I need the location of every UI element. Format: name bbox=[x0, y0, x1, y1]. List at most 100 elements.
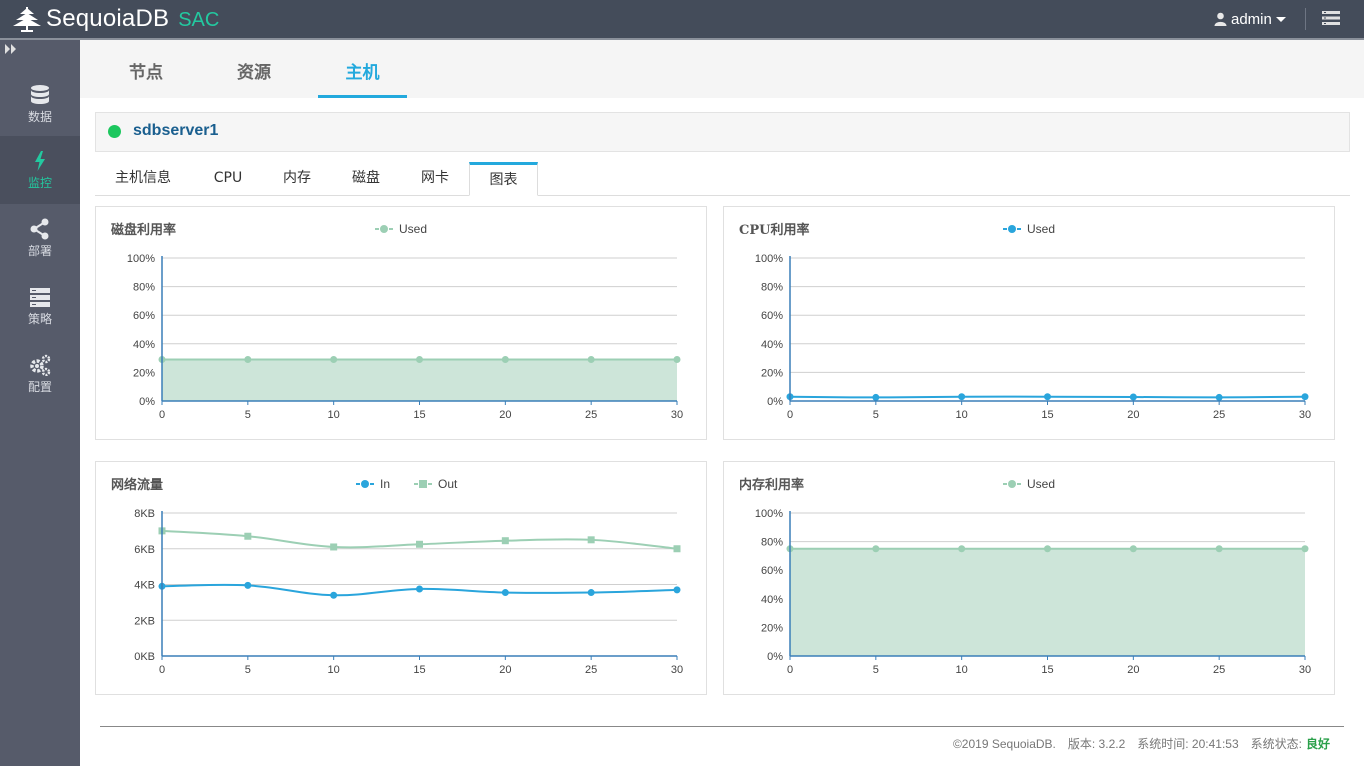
data-point bbox=[673, 356, 681, 364]
host-header: sdbserver1 bbox=[95, 112, 1350, 152]
legend-marker bbox=[1008, 480, 1016, 488]
data-point bbox=[587, 356, 595, 364]
y-tick-label: 20% bbox=[761, 367, 783, 379]
legend-item: In bbox=[356, 477, 390, 491]
y-tick-label: 60% bbox=[761, 310, 783, 322]
y-tick-label: 80% bbox=[133, 282, 155, 294]
top-bar: SequoiaDB SAC admin bbox=[0, 0, 1364, 40]
tab-hosts[interactable]: 主机 bbox=[318, 50, 407, 98]
menu-list-icon[interactable] bbox=[1322, 10, 1340, 26]
chart-title: 内存利用率 bbox=[739, 477, 804, 493]
chart-svg: 网络流量 In Out 0KB 2KB 4KB 6KB 8KB 0 5 10 15 20 25 30 bbox=[111, 477, 683, 676]
tab-nodes[interactable]: 节点 bbox=[129, 63, 163, 83]
data-point bbox=[958, 393, 966, 401]
data-point bbox=[872, 545, 880, 553]
y-tick-label: 80% bbox=[761, 537, 783, 549]
app-name: SequoiaDB bbox=[46, 5, 170, 32]
host-name[interactable]: sdbserver1 bbox=[133, 122, 219, 139]
x-tick-label: 30 bbox=[671, 664, 683, 676]
tab-resources[interactable]: 资源 bbox=[237, 63, 271, 83]
share-icon bbox=[30, 218, 49, 240]
subtab-charts[interactable]: 图表 bbox=[469, 162, 538, 196]
y-tick-label: 100% bbox=[127, 253, 155, 265]
x-tick-label: 10 bbox=[956, 409, 968, 421]
x-tick-label: 5 bbox=[873, 664, 879, 676]
app-suffix: SAC bbox=[178, 9, 220, 31]
disk-usage-chart: 磁盘利用率 Used 0% 20% 40% 60% 80% 100% 0 5 10 15 20 25 30 bbox=[95, 206, 707, 440]
footer-status-value: 良好 bbox=[1305, 737, 1330, 751]
user-menu[interactable]: admin bbox=[1214, 0, 1286, 38]
legend-item: Used bbox=[1003, 477, 1055, 491]
x-tick-label: 5 bbox=[873, 409, 879, 421]
subtab-cpu[interactable]: CPU bbox=[213, 170, 243, 186]
x-tick-label: 5 bbox=[245, 664, 251, 676]
y-tick-label: 100% bbox=[755, 253, 783, 265]
y-tick-label: 8KB bbox=[134, 508, 155, 520]
chart-svg: 内存利用率 Used 0% 20% 40% 60% 80% 100% 0 5 10 15 20 25 30 bbox=[739, 477, 1311, 676]
x-tick-label: 15 bbox=[1041, 409, 1053, 421]
footer-system-time: 系统时间: 20:41:53 bbox=[1137, 737, 1239, 751]
x-tick-label: 30 bbox=[1299, 409, 1311, 421]
x-tick-label: 10 bbox=[328, 664, 340, 676]
network-traffic-chart: 网络流量 In Out 0KB 2KB 4KB 6KB 8KB 0 5 10 15 20 25 30 bbox=[95, 461, 707, 695]
data-point bbox=[244, 581, 252, 589]
footer-copyright: ©2019 SequoiaDB. bbox=[952, 737, 1056, 751]
legend-label: Used bbox=[1027, 222, 1055, 236]
x-tick-label: 10 bbox=[328, 409, 340, 421]
y-tick-label: 20% bbox=[761, 622, 783, 634]
y-tick-label: 0% bbox=[767, 396, 783, 408]
legend-marker bbox=[380, 225, 388, 233]
y-tick-label: 20% bbox=[133, 367, 155, 379]
sub-tabs-divider bbox=[95, 195, 1350, 196]
tree-logo-icon bbox=[13, 7, 41, 32]
lightning-icon bbox=[35, 151, 45, 171]
data-point bbox=[872, 393, 880, 401]
server-icon bbox=[30, 288, 50, 307]
data-point bbox=[416, 585, 423, 593]
x-tick-label: 0 bbox=[159, 409, 165, 421]
data-point bbox=[330, 543, 338, 551]
sidebar-item-deploy[interactable]: 部署 bbox=[0, 204, 80, 272]
x-tick-label: 0 bbox=[787, 409, 793, 421]
legend-marker bbox=[419, 480, 427, 488]
legend-item: Used bbox=[1003, 222, 1055, 236]
database-icon bbox=[31, 85, 49, 104]
data-point bbox=[1215, 545, 1223, 553]
x-tick-label: 20 bbox=[1127, 664, 1139, 676]
brand-logo[interactable]: SequoiaDB SAC bbox=[10, 2, 219, 36]
data-point bbox=[673, 545, 681, 553]
expand-sidebar-icon[interactable] bbox=[4, 43, 18, 55]
sidebar-item-monitor[interactable]: 监控 bbox=[0, 136, 80, 204]
header-divider bbox=[1305, 8, 1306, 30]
subtab-nic[interactable]: 网卡 bbox=[421, 170, 449, 186]
y-tick-label: 6KB bbox=[134, 544, 155, 556]
data-point bbox=[958, 545, 966, 553]
cpu-usage-chart: CPU利用率 Used 0% 20% 40% 60% 80% 100% 0 5 10 15 20 25 30 bbox=[723, 206, 1335, 440]
sidebar: 数据 监控 部署 策略 bbox=[0, 40, 80, 766]
x-tick-label: 25 bbox=[1213, 664, 1225, 676]
chart-title: 磁盘利用率 bbox=[111, 222, 176, 238]
subtab-memory[interactable]: 内存 bbox=[283, 170, 311, 186]
y-tick-label: 0% bbox=[767, 651, 783, 663]
y-tick-label: 4KB bbox=[134, 580, 155, 592]
data-point bbox=[1044, 545, 1051, 553]
user-name: admin bbox=[1231, 10, 1272, 28]
x-tick-label: 5 bbox=[245, 409, 251, 421]
sidebar-item-data[interactable]: 数据 bbox=[0, 70, 80, 138]
data-point bbox=[330, 356, 338, 364]
sidebar-item-config[interactable]: 配置 bbox=[0, 340, 80, 408]
x-tick-label: 15 bbox=[413, 409, 425, 421]
legend-marker bbox=[361, 480, 369, 488]
sidebar-item-policy[interactable]: 策略 bbox=[0, 272, 80, 340]
legend-label: Used bbox=[1027, 477, 1055, 491]
y-tick-label: 100% bbox=[755, 508, 783, 520]
series-area bbox=[790, 548, 1305, 656]
y-tick-label: 80% bbox=[761, 282, 783, 294]
data-point bbox=[673, 586, 681, 594]
data-point bbox=[587, 536, 595, 544]
x-tick-label: 15 bbox=[413, 664, 425, 676]
x-tick-label: 10 bbox=[956, 664, 968, 676]
subtab-disk[interactable]: 磁盘 bbox=[352, 170, 380, 186]
x-tick-label: 20 bbox=[499, 409, 511, 421]
subtab-host-info[interactable]: 主机信息 bbox=[115, 170, 171, 186]
